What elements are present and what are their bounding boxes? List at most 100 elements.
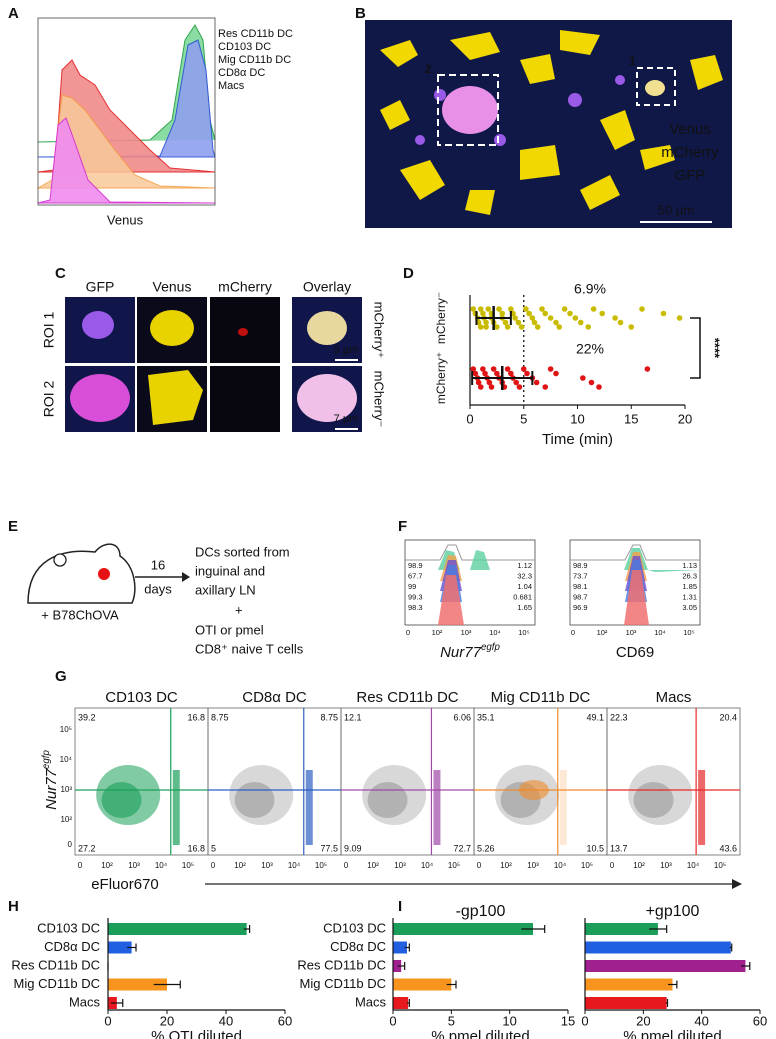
dot	[596, 384, 602, 390]
dot	[470, 306, 477, 312]
bar	[585, 941, 731, 954]
dot	[612, 315, 618, 321]
protocol-line: axillary LN	[195, 582, 256, 597]
y-axis-label: Nur77egfp	[41, 750, 60, 810]
x-tick-label: 0	[344, 861, 349, 870]
cell-band	[698, 770, 706, 845]
x-tick-label: 10⁴	[421, 861, 434, 870]
significance-bracket	[690, 317, 701, 379]
x-tick-label: 10⁵	[182, 861, 194, 870]
x-tick-label: 10⁵	[518, 628, 529, 637]
x-tick-label: 0	[610, 861, 615, 870]
column-header: mCherry	[218, 279, 272, 295]
gate-percent: 0.681	[513, 592, 532, 601]
x-axis-label: % pmel diluted	[431, 1028, 529, 1039]
legend-entry: Mig CD11b DC	[218, 54, 291, 66]
y-axis-label-sup: egfp	[41, 750, 52, 770]
days-unit: days	[144, 581, 172, 596]
quadrant-percent: 5.26	[477, 843, 495, 853]
bar	[393, 997, 409, 1009]
dot	[477, 306, 484, 312]
x-tick-label: 10²	[432, 628, 443, 637]
dot	[660, 310, 667, 317]
channel-label: GFP	[675, 167, 706, 184]
legend-entry: Res CD11b DC	[218, 28, 293, 40]
x-tick-label: 5	[520, 411, 527, 426]
legend-entry: CD103 DC	[218, 41, 271, 53]
scale-label: 7 µm	[334, 413, 359, 425]
gate-percent: 98.9	[573, 561, 588, 570]
quadrant-percent: 10.5	[586, 843, 604, 853]
x-tick-label: 0	[78, 861, 83, 870]
cell-band	[172, 770, 180, 845]
bar	[585, 960, 746, 972]
dot	[512, 315, 518, 321]
chart-title: -gp100	[456, 903, 506, 920]
panel-letter: D	[403, 265, 414, 282]
category-label: CD8α DC	[44, 939, 100, 954]
gate-percent: 98.7	[573, 592, 588, 601]
protocol-line: OTI or pmel	[195, 622, 264, 637]
x-tick-label: 10²	[101, 861, 113, 870]
dot	[644, 366, 651, 372]
dot	[553, 319, 559, 326]
dot	[515, 319, 522, 326]
quadrant-percent: 35.1	[477, 712, 495, 722]
dot	[628, 324, 635, 330]
cell-cloud	[367, 782, 408, 818]
gate-percent: 99	[408, 582, 416, 591]
x-tick-label: 10³	[660, 861, 672, 870]
dot	[508, 370, 514, 377]
gate-percent: 26.3	[682, 571, 697, 580]
dot	[639, 306, 645, 312]
x-tick-label: 10²	[633, 861, 645, 870]
bar	[393, 923, 533, 935]
quadrant-percent: 13.7	[610, 843, 628, 853]
panel-letter: B	[355, 5, 366, 22]
x-tick-label: 10⁴	[687, 861, 700, 870]
quadrant-percent: 43.6	[719, 843, 737, 853]
gate-percent: 73.7	[573, 571, 588, 580]
dot	[590, 306, 597, 312]
panel-letter: F	[398, 518, 407, 535]
dot	[577, 319, 584, 326]
quadrant-percent: 5	[211, 843, 216, 853]
bar	[108, 941, 132, 954]
x-tick-label: 0	[466, 411, 473, 426]
quadrant-percent: 16.8	[187, 712, 205, 722]
dot	[516, 384, 523, 390]
gate-percent: 1.13	[682, 561, 697, 570]
x-tick-label: 0	[406, 628, 410, 637]
x-tick-label: 10⁵	[315, 861, 327, 870]
dot	[486, 379, 493, 386]
x-tick-label: 0	[389, 1013, 396, 1028]
dot	[547, 315, 554, 321]
dot	[556, 324, 563, 330]
dot	[485, 306, 492, 312]
quadrant-percent: 77.5	[320, 843, 338, 853]
bar	[393, 978, 452, 991]
dot	[533, 379, 540, 386]
micrograph-b	[365, 20, 732, 228]
x-tick-label: 10³	[128, 861, 140, 870]
x-tick-label: 10⁵	[581, 861, 593, 870]
dot	[494, 324, 500, 330]
protocol-line: inguinal and	[195, 563, 265, 578]
quadrant-percent: 72.7	[453, 843, 471, 853]
dot	[547, 366, 554, 372]
plot-title: CD8α DC	[242, 689, 307, 706]
chart-title: +gp100	[646, 903, 700, 920]
protocol-line: DCs sorted from	[195, 544, 290, 559]
row-label: ROI 1	[41, 312, 57, 349]
quadrant-percent: 49.1	[586, 712, 604, 722]
x-axis-label: Time (min)	[542, 431, 613, 448]
y-tick-label: 0	[68, 840, 73, 849]
x-tick-label: 10⁴	[155, 861, 168, 870]
category-label: CD8α DC	[330, 939, 386, 954]
x-axis-label: Nur77egfp	[440, 642, 500, 661]
dot	[526, 310, 532, 317]
x-tick-label: 10⁵	[714, 861, 726, 870]
dot	[494, 370, 500, 377]
bar	[108, 978, 167, 991]
dot	[508, 306, 514, 312]
